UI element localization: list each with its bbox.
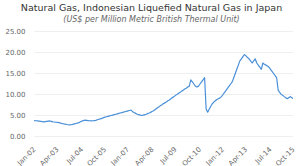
svg-text:5.00: 5.00 — [10, 112, 26, 120]
svg-text:25.00: 25.00 — [5, 28, 25, 36]
svg-text:10.00: 10.00 — [5, 91, 25, 99]
html-text:(US$ per Million Metric Britis: (US$ per Million Metric British Thermal … — [63, 15, 240, 24]
html-text:Natural Gas, Indonesian Liquef: Natural Gas, Indonesian Liquefied Natura… — [20, 2, 283, 13]
svg-text:Oct-05: Oct-05 — [86, 146, 108, 166]
svg-text:Jan-07: Jan-07 — [109, 146, 131, 166]
svg-text:0.00: 0.00 — [10, 133, 26, 141]
svg-text:Jul-04: Jul-04 — [65, 145, 86, 166]
svg-text:Apr-13: Apr-13 — [227, 146, 249, 166]
svg-text:20.00: 20.00 — [5, 49, 25, 57]
svg-text:Jan-12: Jan-12 — [204, 146, 226, 166]
svg-text:Jan-02: Jan-02 — [15, 146, 37, 166]
svg-text:Oct-10: Oct-10 — [181, 146, 203, 166]
svg-text:15.00: 15.00 — [5, 70, 25, 78]
svg-text:Oct-15: Oct-15 — [274, 146, 296, 166]
svg-text:Apr-08: Apr-08 — [134, 146, 156, 166]
svg-text:Jul-14: Jul-14 — [253, 145, 274, 166]
svg-text:Jul-09: Jul-09 — [158, 146, 178, 166]
svg-text:Apr-03: Apr-03 — [38, 146, 60, 166]
